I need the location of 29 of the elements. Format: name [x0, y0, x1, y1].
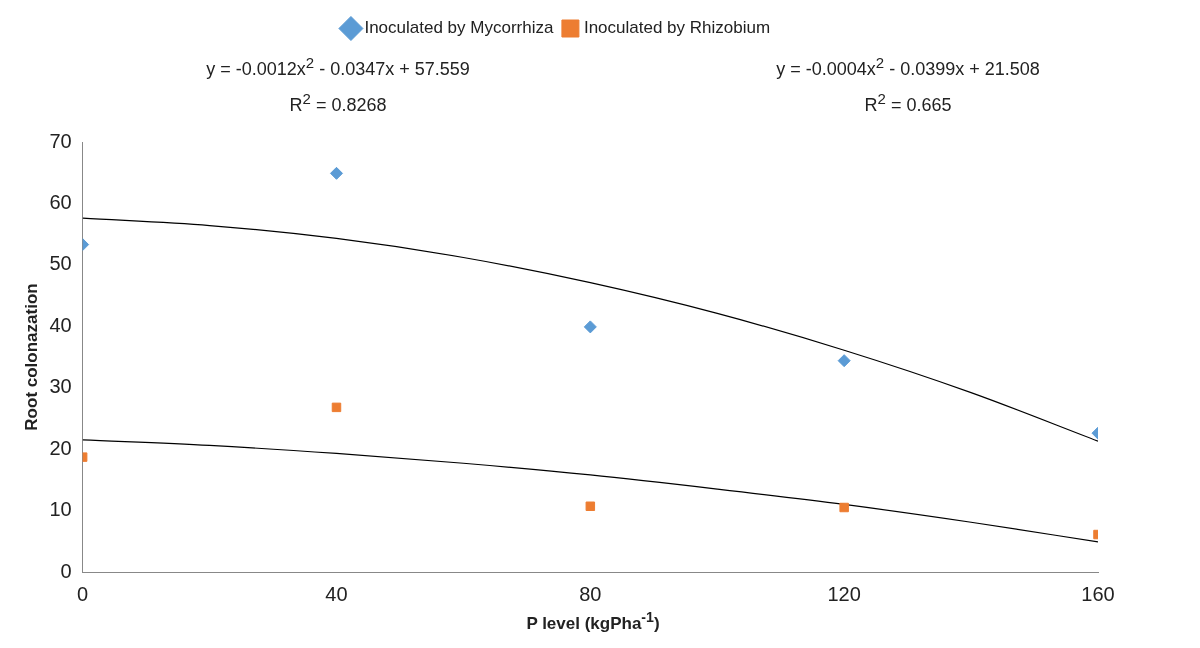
x-tick-label: 160 — [1081, 582, 1115, 605]
y-tick-label: 60 — [49, 190, 72, 213]
text: R$^{2}$ = 0.8268 — [288, 89, 388, 117]
y-tick-label: 50 — [49, 252, 72, 275]
y-tick-label: 40 — [49, 313, 72, 336]
point — [329, 166, 343, 180]
legend-label: Inoculated by Mycorrhiza — [364, 18, 554, 38]
point — [837, 354, 851, 368]
y-tick-label: 10 — [49, 498, 72, 521]
point — [583, 320, 597, 334]
x-tick-label: 0 — [77, 582, 89, 605]
point — [839, 502, 849, 513]
x-tick-label: 80 — [579, 582, 602, 605]
x-tick-label: 120 — [827, 582, 861, 605]
y-tick-label: 70 — [49, 129, 72, 152]
y-tick-label: 30 — [49, 375, 72, 398]
line-series — [82, 217, 1098, 442]
text: y = -0.0004x$^{2}$ - 0.0399x + 21.508 — [775, 53, 1041, 81]
point — [331, 402, 342, 413]
legend-label: Inoculated by Rhizobium — [583, 18, 771, 38]
x-axis-title: P level (kgPha$^{-1}$) — [525, 609, 661, 634]
text: y = -0.0012x$^{2}$ - 0.0347x + 57.559 — [205, 53, 471, 81]
x-tick-label: 40 — [325, 582, 348, 605]
y-tick-label: 20 — [49, 436, 72, 459]
line-series — [82, 439, 1098, 543]
point — [585, 501, 596, 512]
y-axis-title: Root colonazation — [21, 283, 41, 431]
text: R$^{2}$ = 0.665 — [863, 89, 953, 117]
y-tick-label: 0 — [60, 559, 72, 582]
